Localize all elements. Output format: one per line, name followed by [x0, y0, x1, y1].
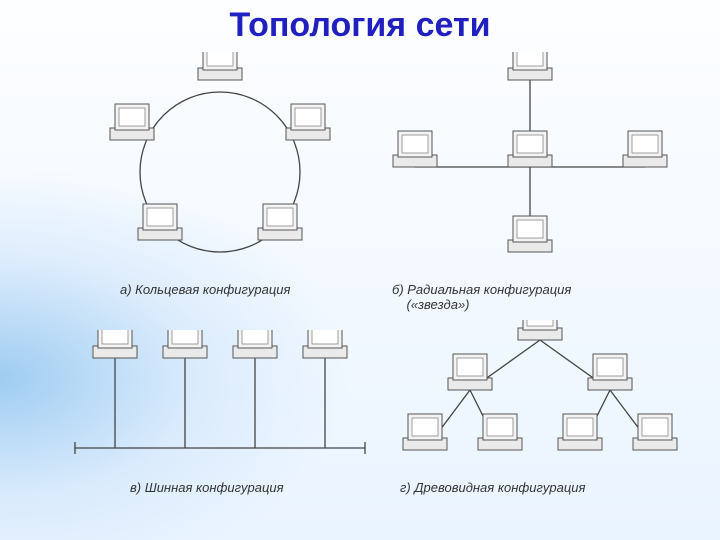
caption-bus: в) Шинная конфигурация: [130, 480, 284, 495]
computer-icon: [588, 354, 632, 390]
computer-icon: [633, 414, 677, 450]
computer-icon: [508, 216, 552, 252]
page-title: Топология сети: [0, 6, 720, 45]
computer-icon: [286, 104, 330, 140]
computer-icon: [508, 52, 552, 80]
computer-icon: [163, 330, 207, 358]
computer-icon: [403, 414, 447, 450]
panel-star: [380, 52, 680, 282]
computer-icon: [393, 131, 437, 167]
computer-icon: [198, 52, 242, 80]
computer-icon: [623, 131, 667, 167]
computer-icon: [233, 330, 277, 358]
computer-icon: [93, 330, 137, 358]
computer-icon: [518, 320, 562, 340]
computer-icon: [138, 204, 182, 240]
panel-bus: [70, 330, 370, 470]
computer-icon: [448, 354, 492, 390]
computer-icon: [478, 414, 522, 450]
caption-tree: г) Древовидная конфигурация: [400, 480, 585, 495]
computer-icon: [508, 131, 552, 167]
computer-icon: [303, 330, 347, 358]
caption-star: б) Радиальная конфигурация («звезда»): [392, 282, 571, 312]
caption-ring: а) Кольцевая конфигурация: [120, 282, 291, 297]
computer-icon: [258, 204, 302, 240]
computer-icon: [110, 104, 154, 140]
computer-icon: [558, 414, 602, 450]
panel-tree: [380, 320, 700, 480]
panel-ring: [90, 52, 350, 282]
